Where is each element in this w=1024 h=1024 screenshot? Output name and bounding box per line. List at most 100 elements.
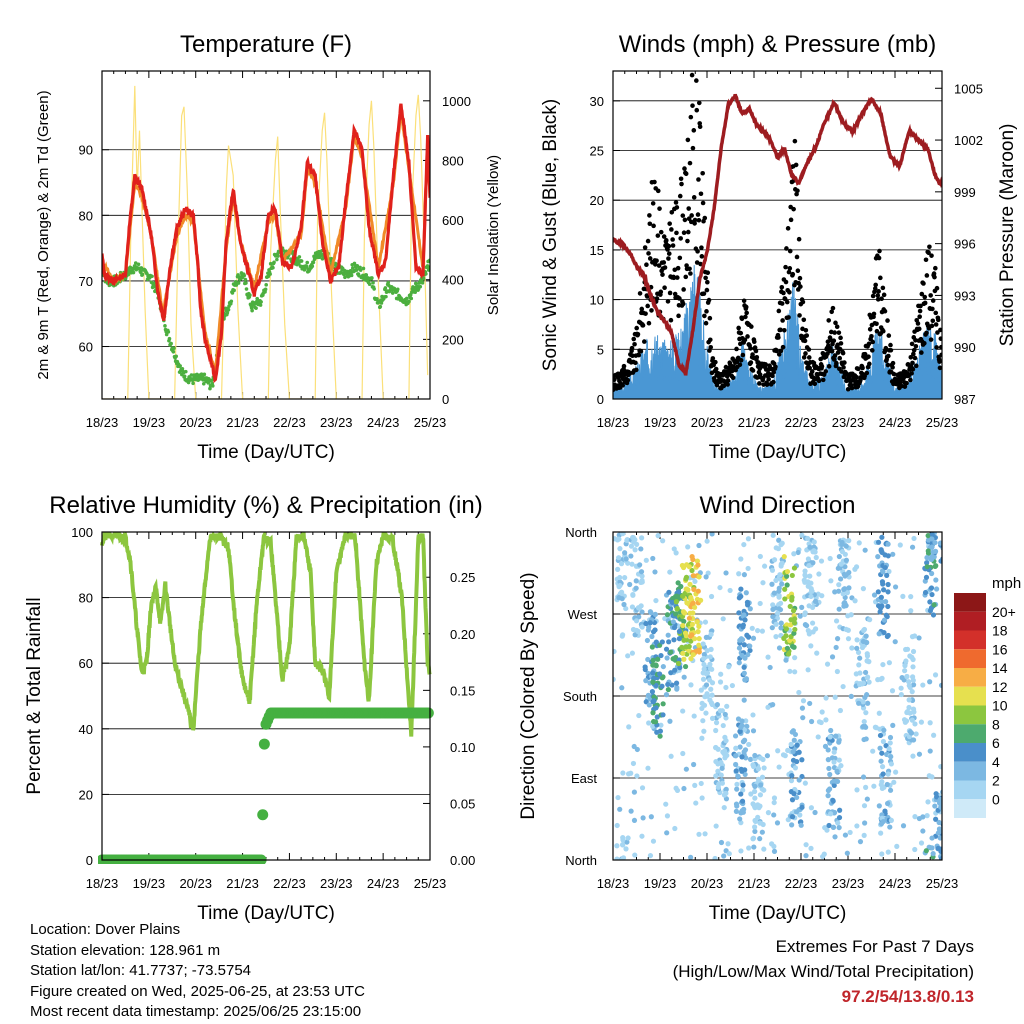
direction-point [714, 702, 720, 708]
direction-point [664, 813, 671, 819]
direction-point [926, 773, 932, 779]
x-tick-label: 23/23 [320, 876, 353, 891]
direction-point [674, 684, 680, 691]
direction-point [639, 535, 645, 541]
gust-point [743, 304, 749, 310]
y-tick-label: 5 [597, 342, 604, 357]
x-tick-label: 25/23 [414, 415, 447, 430]
direction-point [668, 649, 674, 655]
gust-point [744, 310, 749, 316]
direction-point [723, 786, 729, 792]
direction-point [800, 715, 806, 721]
dewpoint-point [202, 372, 207, 377]
direction-point [836, 582, 842, 588]
gust-point [645, 238, 651, 244]
direction-point [836, 606, 842, 612]
direction-point [755, 814, 761, 820]
direction-point [707, 665, 714, 672]
gust-point [692, 217, 698, 223]
direction-point [621, 601, 627, 608]
direction-point [836, 553, 842, 560]
gust-point [904, 380, 909, 386]
dewpoint-point [243, 277, 248, 282]
y-tick-label: 40 [79, 722, 93, 737]
gust-point [783, 264, 788, 270]
direction-point [803, 853, 809, 859]
gust-point [687, 160, 693, 166]
direction-point [900, 593, 906, 599]
direction-point [699, 795, 705, 801]
direction-point [650, 662, 656, 668]
direction-point [639, 609, 645, 615]
direction-point [830, 824, 837, 831]
gust-point [636, 352, 642, 358]
direction-point [726, 664, 732, 670]
direction-point [797, 812, 803, 818]
direction-point [624, 839, 630, 845]
direction-point [826, 765, 832, 772]
direction-point [620, 842, 626, 848]
direction-point [885, 581, 891, 588]
colorbar-label: 0 [992, 791, 1000, 807]
gust-point [870, 293, 876, 299]
direction-point [680, 564, 687, 571]
direction-point [694, 558, 701, 564]
direction-point [805, 535, 811, 542]
gust-point [860, 365, 865, 371]
plot-frame [101, 531, 431, 861]
direction-point [757, 792, 764, 798]
direction-point [853, 564, 860, 570]
direction-point [645, 692, 651, 698]
direction-point [726, 851, 732, 857]
x-tick-label: 18/23 [86, 415, 119, 430]
direction-point [837, 707, 844, 714]
gust-point [877, 248, 882, 254]
gust-point [739, 316, 745, 322]
direction-point [833, 778, 839, 784]
direction-point [831, 809, 838, 816]
direction-point [747, 756, 754, 762]
y-tick-label: South [563, 689, 597, 704]
colorbar-swatch [954, 799, 986, 818]
gust-point [802, 338, 808, 344]
direction-point [864, 675, 870, 681]
direction-point [740, 782, 746, 788]
gust-point [771, 369, 777, 375]
direction-point [822, 743, 829, 749]
direction-point [752, 818, 759, 824]
direction-point [903, 718, 910, 724]
gust-point [645, 303, 650, 309]
dewpoint-point [242, 273, 247, 278]
gust-point [838, 335, 843, 341]
gust-point [677, 255, 683, 261]
direction-point [808, 593, 814, 600]
dewpoint-point [371, 281, 375, 285]
direction-point [789, 772, 795, 779]
dewpoint-point [420, 281, 425, 285]
direction-point [790, 749, 796, 755]
direction-point [910, 674, 916, 680]
direction-point [781, 635, 787, 641]
direction-point [668, 753, 674, 759]
direction-point [802, 780, 808, 786]
gust-point [662, 285, 667, 291]
gust-point [751, 339, 757, 344]
gust-point [693, 61, 698, 66]
direction-point [689, 632, 695, 638]
gust-point [776, 308, 782, 314]
dewpoint-point [208, 386, 212, 391]
direction-point [660, 712, 666, 718]
direction-point [808, 580, 814, 586]
gust-point [840, 350, 846, 356]
direction-point [776, 645, 783, 651]
direction-point [742, 771, 748, 778]
direction-point [650, 555, 656, 562]
gust-point [666, 256, 671, 261]
direction-point [750, 728, 757, 734]
gust-point [674, 230, 679, 236]
y2-tick-label: 0.20 [450, 627, 475, 642]
direction-point [675, 660, 682, 667]
gust-point [909, 371, 914, 376]
direction-point [833, 644, 839, 651]
gust-point [673, 200, 679, 205]
